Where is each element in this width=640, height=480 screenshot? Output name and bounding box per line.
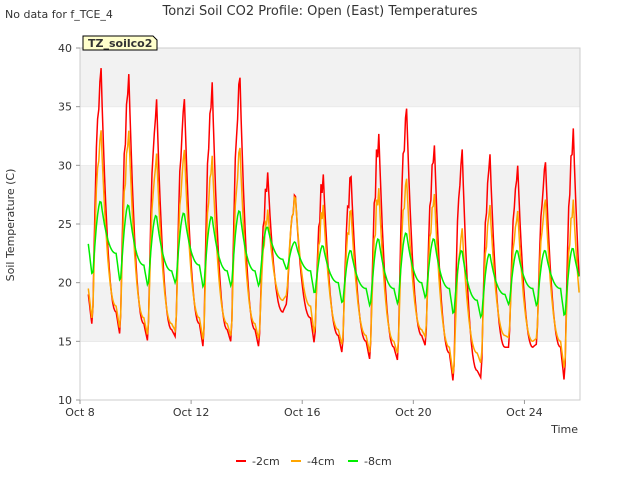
- grid-band: [80, 106, 580, 166]
- x-axis-label: Time: [550, 423, 578, 436]
- grid-band: [80, 48, 580, 107]
- site-badge-label: TZ_soilco2: [88, 37, 152, 50]
- y-tick-label: 35: [58, 101, 72, 114]
- y-tick-label: 40: [58, 42, 72, 55]
- series-line-minus-4cm: [87, 130, 580, 374]
- grid-band: [80, 341, 580, 400]
- legend-label: -8cm: [364, 455, 392, 468]
- x-axis: Oct 8 Oct 12 Oct 16 Oct 20 Oct 24: [65, 400, 543, 419]
- y-tick-label: 30: [58, 159, 72, 172]
- x-tick-label: Oct 24: [506, 406, 543, 419]
- x-tick-label: Oct 20: [395, 406, 432, 419]
- legend-label: -2cm: [252, 455, 280, 468]
- chart-title: Tonzi Soil CO2 Profile: Open (East) Temp…: [161, 4, 477, 19]
- site-badge: TZ_soilco2: [82, 35, 158, 51]
- site-badge-box: [82, 35, 158, 51]
- x-tick-label: Oct 12: [173, 406, 210, 419]
- grid-band: [80, 165, 580, 224]
- legend-label: -4cm: [307, 455, 335, 468]
- y-tick-label: 20: [58, 277, 72, 290]
- y-axis-label: Soil Temperature (C): [4, 169, 17, 282]
- y-axis: 10 15 20 25 30 35 40: [58, 42, 80, 407]
- no-data-note: No data for f_TCE_4: [5, 8, 113, 21]
- series-line-minus-8cm: [87, 200, 580, 320]
- legend: -2cm -4cm -8cm: [236, 455, 392, 468]
- x-tick-label: Oct 16: [284, 406, 321, 419]
- series-lines: [87, 68, 580, 381]
- y-tick-label: 10: [58, 394, 72, 407]
- y-tick-label: 25: [58, 218, 72, 231]
- y-tick-label: 15: [58, 335, 72, 348]
- x-tick-label: Oct 8: [65, 406, 95, 419]
